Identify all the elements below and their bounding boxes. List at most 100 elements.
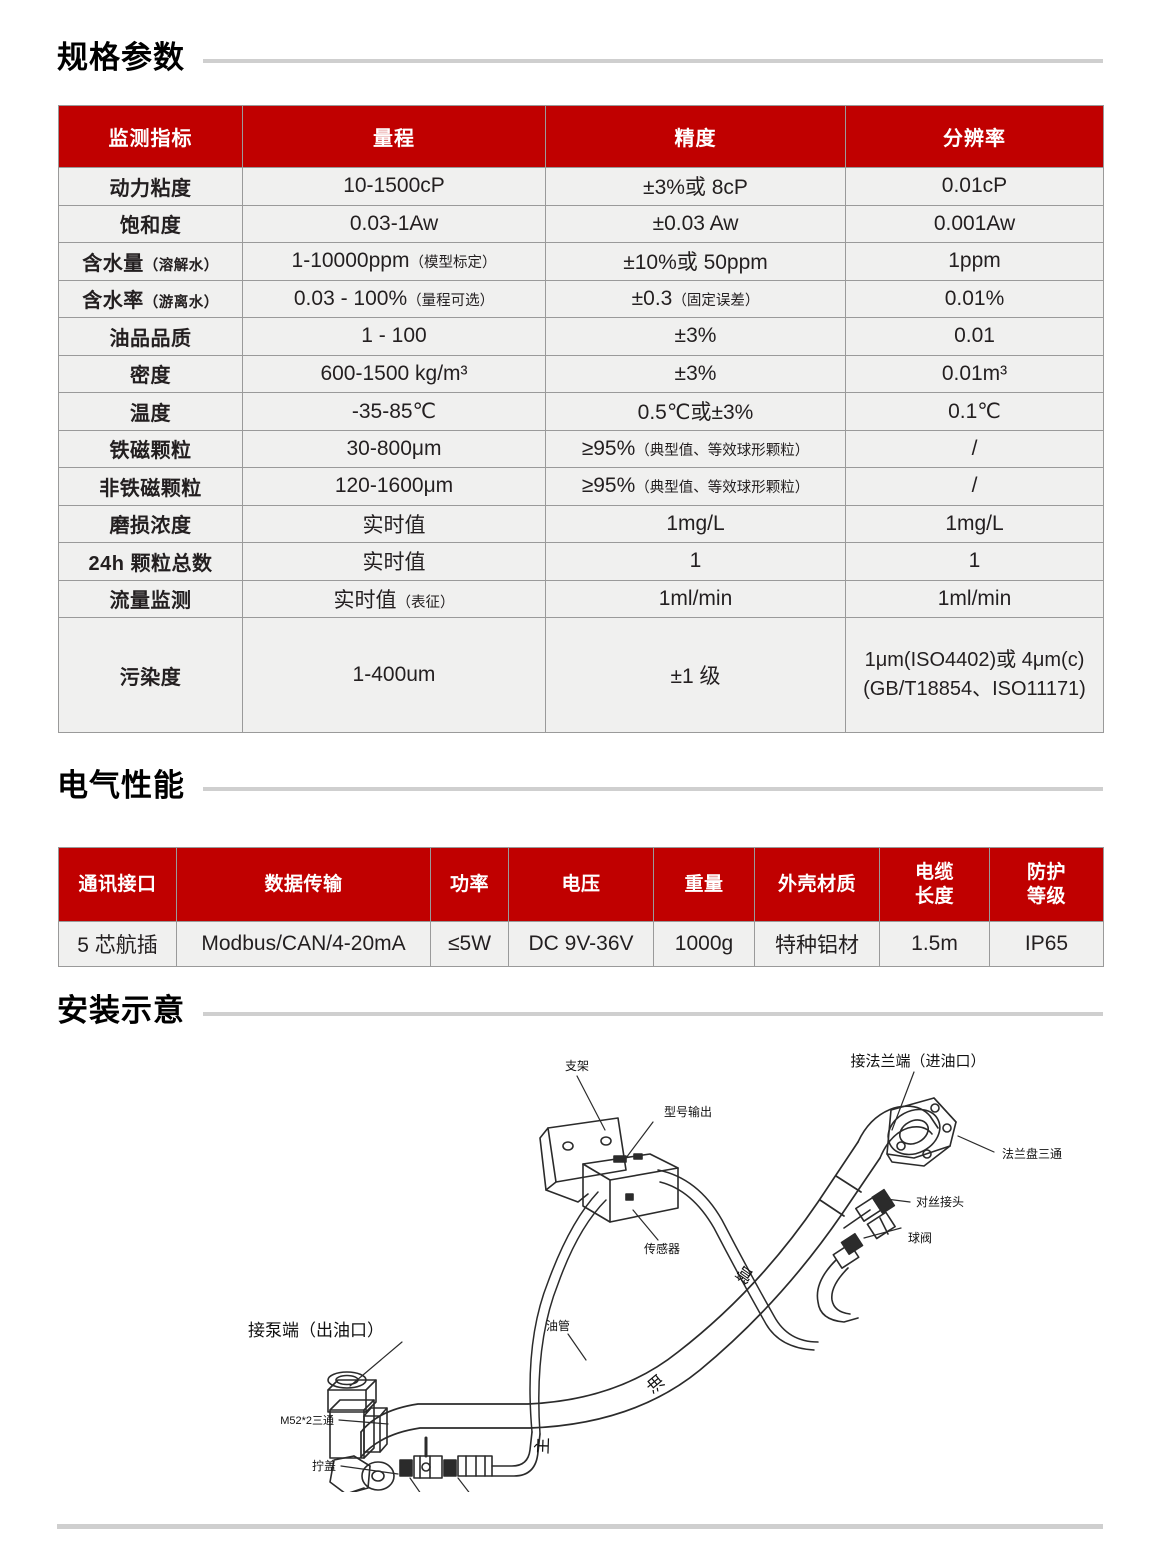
table-row: 铁磁颗粒 30-800μm ≥95%（典型值、等效球形颗粒） /: [58, 429, 1104, 468]
spec-table-header-row: 监测指标 量程 精度 分辨率: [58, 105, 1104, 168]
table-row: 油品品质 1 - 100 ±3% 0.01: [58, 317, 1104, 356]
diagram-label-ball-valve-right: 球阀: [908, 1231, 932, 1245]
table-row: 流量监测 实时值（表征） 1ml/min 1ml/min: [58, 579, 1104, 618]
left-fittings: [399, 1431, 541, 1479]
spec-cell-resolution: 0.01: [845, 317, 1104, 356]
section-heading-electrical: 电气性能: [57, 770, 1103, 801]
sensor-module: [539, 1117, 679, 1223]
spec-cell-range: 实时值（表征）: [242, 579, 546, 618]
electrical-cell-2: ≤5W: [430, 921, 509, 967]
electrical-cell-6: 1.5m: [879, 921, 990, 967]
spec-cell-accuracy: ±0.03 Aw: [545, 204, 846, 243]
electrical-cell-1: Modbus/CAN/4-20mA: [176, 921, 431, 967]
table-row: 污染度 1-400um ±1 级 1μm(ISO4402)或 4μm(c)(GB/T1…: [58, 617, 1104, 733]
spec-cell-range: 实时值: [242, 542, 546, 581]
electrical-header-5: 外壳材质: [754, 847, 880, 922]
spec-cell-resolution: 0.001Aw: [845, 204, 1104, 243]
table-row: 密度 600-1500 kg/m³ ±3% 0.01m³: [58, 354, 1104, 393]
spec-header-accuracy: 精度: [545, 105, 846, 168]
spec-cell-accuracy: 1: [545, 542, 846, 581]
electrical-table-row: 5 芯航插 Modbus/CAN/4-20mA ≤5W DC 9V-36V 1000g 特…: [58, 921, 1104, 967]
diagram-label-m52-tee: M52*2三通: [280, 1414, 334, 1427]
table-row: 非铁磁颗粒 120-1600μm ≥95%（典型值、等效球形颗粒） /: [58, 467, 1104, 506]
electrical-cell-5: 特种铝材: [754, 921, 880, 967]
section-rule-install: [203, 1011, 1103, 1016]
diagram-label-sensor: 传感器: [644, 1241, 680, 1256]
diagram-label-flange-end: 接法兰端（进油口）: [850, 1053, 985, 1070]
spec-cell-metric: 密度: [58, 354, 243, 393]
spec-cell-metric: 动力粘度: [58, 167, 243, 206]
spec-cell-resolution: 0.01cP: [845, 167, 1104, 206]
spec-cell-resolution: 1mg/L: [845, 504, 1104, 543]
spec-cell-accuracy: ≥95%（典型值、等效球形颗粒）: [545, 429, 846, 468]
spec-cell-resolution: 1ppm: [845, 242, 1104, 281]
spec-cell-range: 0.03 - 100%（量程可选）: [242, 279, 546, 318]
spec-cell-accuracy: ±3%: [545, 354, 846, 393]
diagram-pipe-char-1: 主: [533, 1437, 553, 1455]
spec-cell-range: 10-1500cP: [242, 167, 546, 206]
spec-cell-metric: 含水率（游离水）: [58, 279, 243, 318]
electrical-cell-4: 1000g: [653, 921, 755, 967]
spec-cell-accuracy: 0.5℃或±3%: [545, 392, 846, 431]
electrical-table-header-row: 通讯接口 数据传输 功率 电压 重量 外壳材质 电缆 长度 防护 等级: [58, 847, 1104, 922]
installation-diagram: 支架 型号输出 传感器 接法兰端（进油口） 法兰盘三通 对丝接头 球阀 接泵端（…: [58, 1042, 1103, 1492]
spec-header-range: 量程: [242, 105, 546, 168]
electrical-header-0: 通讯接口: [58, 847, 177, 922]
spec-cell-resolution: 0.01m³: [845, 354, 1104, 393]
diagram-label-screw-cap: 拧盖: [312, 1459, 336, 1473]
spec-cell-range: 1-400um: [242, 617, 546, 733]
spec-cell-metric: 24h 颗粒总数: [58, 542, 243, 581]
spec-cell-resolution: 0.01%: [845, 279, 1104, 318]
spec-cell-resolution: 1μm(ISO4402)或 4μm(c)(GB/T18854、ISO11171): [845, 617, 1104, 733]
spec-header-metric: 监测指标: [58, 105, 243, 168]
spec-cell-range: 0.03-1Aw: [242, 204, 546, 243]
spec-cell-resolution: /: [845, 429, 1104, 468]
electrical-header-1: 数据传输: [176, 847, 431, 922]
main-oil-pipe: [360, 1141, 881, 1458]
section-title-spec: 规格参数: [57, 40, 185, 75]
spec-cell-range: 1-10000ppm（模型标定）: [242, 242, 546, 281]
spec-cell-metric: 非铁磁颗粒: [58, 467, 243, 506]
spec-cell-resolution: 0.1℃: [845, 392, 1104, 431]
spec-cell-metric: 油品品质: [58, 317, 243, 356]
spec-table: 监测指标 量程 精度 分辨率 动力粘度 10-1500cP ±3%或 8cP 0.01…: [58, 105, 1104, 733]
table-row: 24h 颗粒总数 实时值 1 1: [58, 542, 1104, 581]
spec-cell-accuracy: ≥95%（典型值、等效球形颗粒）: [545, 467, 846, 506]
table-row: 含水量（溶解水） 1-10000ppm（模型标定） ±10%或 50ppm 1ppm: [58, 242, 1104, 281]
spec-cell-accuracy: 1mg/L: [545, 504, 846, 543]
pump-end-assembly: [327, 1371, 395, 1492]
leader-lines: [338, 1071, 995, 1492]
diagram-label-bracket: 支架: [565, 1059, 589, 1073]
spec-cell-range: 30-800μm: [242, 429, 546, 468]
spec-cell-metric: 污染度: [58, 617, 243, 733]
diagram-label-coupling-right: 对丝接头: [916, 1194, 964, 1209]
spec-cell-accuracy: ±3%: [545, 317, 846, 356]
electrical-cell-7: IP65: [989, 921, 1104, 967]
spec-cell-accuracy: ±1 级: [545, 617, 846, 733]
spec-header-resolution: 分辨率: [845, 105, 1104, 168]
table-row: 饱和度 0.03-1Aw ±0.03 Aw 0.001Aw: [58, 204, 1104, 243]
footer-rule: [57, 1524, 1103, 1529]
diagram-label-model-output: 型号输出: [664, 1104, 712, 1119]
electrical-cell-0: 5 芯航插: [58, 921, 177, 967]
spec-cell-accuracy: ±3%或 8cP: [545, 167, 846, 206]
spec-cell-metric: 流量监测: [58, 579, 243, 618]
flange-tee-assembly: [857, 1097, 957, 1167]
spec-cell-range: 1 - 100: [242, 317, 546, 356]
diagram-label-oil-hose: 油管: [546, 1318, 570, 1333]
electrical-table: 通讯接口 数据传输 功率 电压 重量 外壳材质 电缆 长度 防护 等级 5 芯航插 Modbus/C…: [58, 847, 1104, 967]
diagram-pipe-char-2: 油: [643, 1371, 668, 1396]
table-row: 含水率（游离水） 0.03 - 100%（量程可选） ±0.3（固定误差） 0.01%: [58, 279, 1104, 318]
electrical-header-4: 重量: [653, 847, 755, 922]
spec-cell-accuracy: 1ml/min: [545, 579, 846, 618]
electrical-cell-3: DC 9V-36V: [508, 921, 654, 967]
spec-cell-resolution: 1ml/min: [845, 579, 1104, 618]
spec-cell-resolution: 1: [845, 542, 1104, 581]
installation-diagram-svg: 支架 型号输出 传感器 接法兰端（进油口） 法兰盘三通 对丝接头 球阀 接泵端（…: [248, 1053, 1062, 1492]
spec-cell-metric: 铁磁颗粒: [58, 429, 243, 468]
table-row: 动力粘度 10-1500cP ±3%或 8cP 0.01cP: [58, 167, 1104, 206]
spec-cell-range: 实时值: [242, 504, 546, 543]
oil-hose: [529, 1169, 819, 1435]
spec-cell-resolution: /: [845, 467, 1104, 506]
spec-cell-metric: 饱和度: [58, 204, 243, 243]
